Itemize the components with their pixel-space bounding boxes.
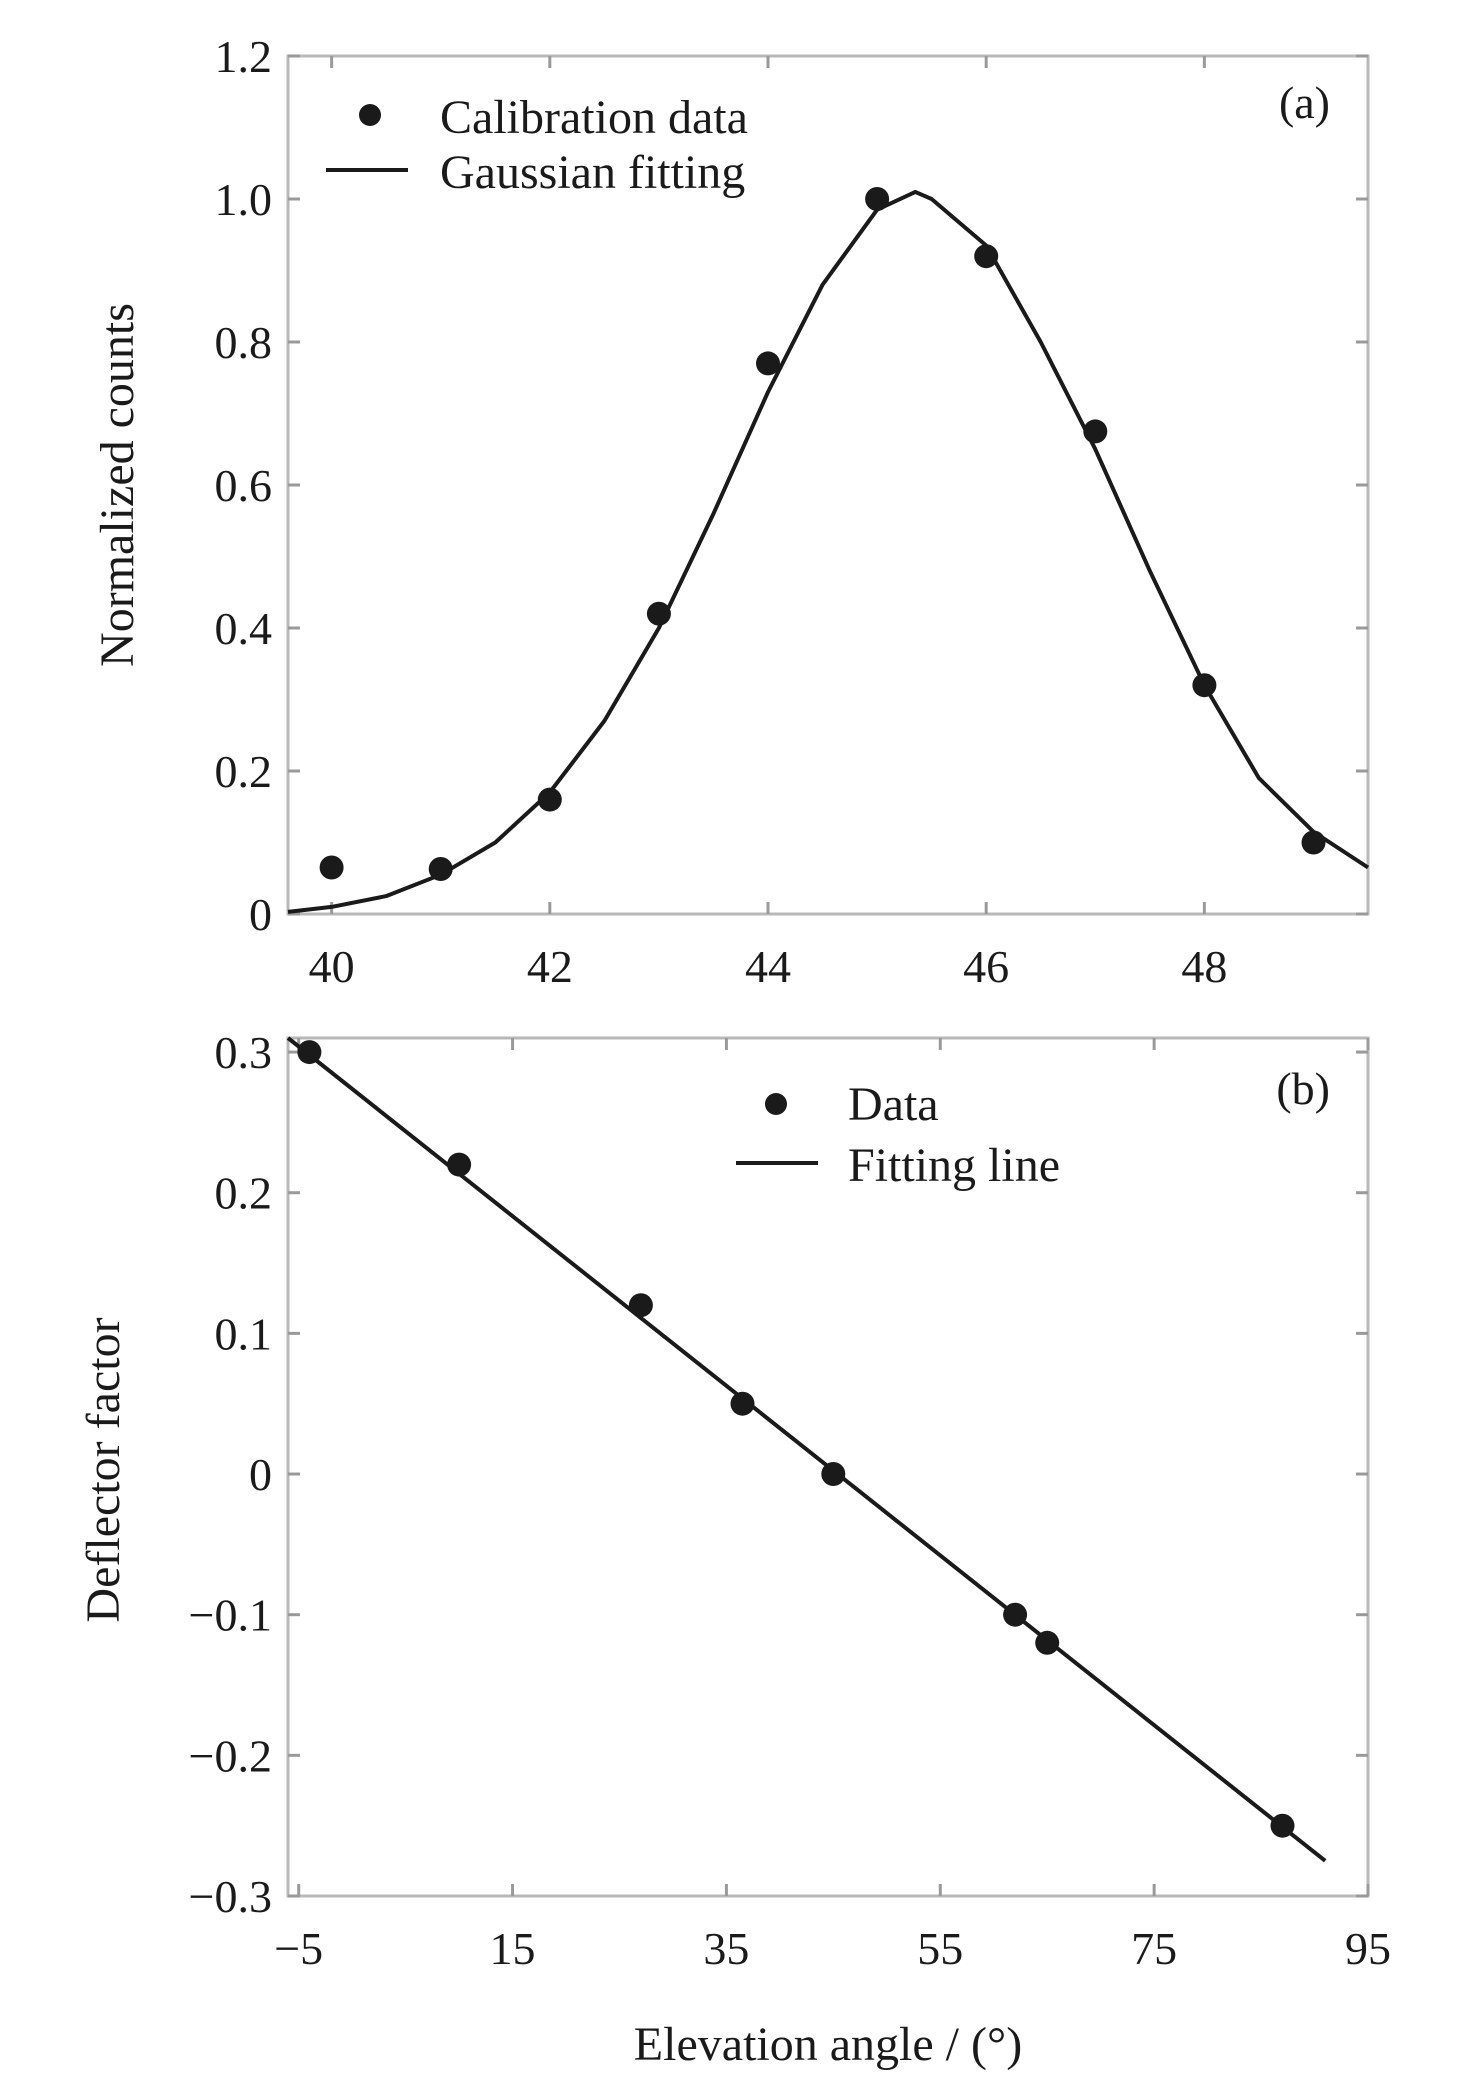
panel-a-data-point <box>537 787 562 812</box>
panel-b-y-tick-label: 0.1 <box>215 1308 273 1359</box>
panel-a-y-tick-label: 0.2 <box>215 746 273 797</box>
panel-a-y-tick-label: 1.2 <box>215 31 273 82</box>
panel-b-y-tick-label: 0.3 <box>215 1027 273 1078</box>
panel-b-data-point <box>297 1040 322 1065</box>
panel-b-label: (b) <box>1276 1063 1330 1114</box>
panel-a-legend-label-gaussian: Gaussian fitting <box>440 146 745 199</box>
panel-b-y-axis-title: Deflector factor <box>77 1317 130 1622</box>
panel-b-y-tick-label: −0.3 <box>189 1871 272 1922</box>
panel-a-data-point <box>1192 673 1217 698</box>
panel-a-y-tick-label: 0.8 <box>215 317 273 368</box>
panel-a-data-point <box>756 351 780 376</box>
panel-a-x-tick-label: 42 <box>527 941 573 992</box>
panel-a-data-point <box>428 857 453 881</box>
panel-b-data-point <box>447 1152 472 1177</box>
panel-b-y-tick-label: −0.2 <box>189 1730 272 1781</box>
panel-b-data-point <box>1035 1630 1060 1655</box>
panel-a-y-tick-label: 1.0 <box>215 174 273 225</box>
panel-b-data-point <box>1003 1602 1028 1627</box>
panel-a-data-point <box>1301 830 1326 855</box>
panel-a-data-point <box>974 244 999 269</box>
panel-a-ticks <box>288 54 1368 916</box>
panel-a-data-point <box>865 187 890 211</box>
panel-b-data-point <box>628 1293 653 1318</box>
panel-a-legend-marker-calibration <box>359 104 381 126</box>
panel-a-fit-line <box>287 189 1370 914</box>
panel-b-legend: Data Fitting line <box>736 1078 1060 1192</box>
panel-b-y-tick-label: 0 <box>249 1449 272 1500</box>
panel-a-series <box>287 187 1370 914</box>
panel-b-x-tick-label: −5 <box>274 1923 323 1974</box>
panel-b-data-point <box>821 1462 846 1486</box>
panel-b-tick-labels: −5 15 35 55 75 95 0.3 0.2 0.1 0 −0.1 −0.2 −0.3 <box>189 1027 1391 1974</box>
panel-a-chart: 40 42 44 46 48 0 0.2 0.4 0.6 0.8 1.0 1.2 Normalized… <box>91 31 1370 992</box>
panel-a-x-tick-label: 44 <box>745 941 791 992</box>
panel-b-y-tick-label: 0.2 <box>215 1168 273 1219</box>
panel-b-x-tick-label: 75 <box>1131 1923 1177 1974</box>
panel-a-x-tick-label: 48 <box>1181 941 1227 992</box>
panel-a-data-point <box>646 601 671 626</box>
panel-b-x-tick-label: 95 <box>1345 1923 1391 1974</box>
panel-a-label: (a) <box>1279 77 1330 128</box>
panel-a-legend: Calibration data Gaussian fitting <box>326 91 748 199</box>
panel-b-x-tick-label: 55 <box>917 1923 963 1974</box>
panel-b-y-tick-label: −0.1 <box>189 1590 272 1641</box>
panel-b-data-point <box>1270 1813 1295 1838</box>
panel-b-x-axis-title: Elevation angle / (°) <box>634 2018 1022 2071</box>
panel-b-legend-marker-data <box>765 1093 787 1115</box>
panel-b-chart: −5 15 35 55 75 95 0.3 0.2 0.1 0 −0.1 −0.2 −0.3 Defle… <box>77 1027 1391 2071</box>
panel-b-legend-label-fitting: Fitting line <box>848 1139 1060 1192</box>
panel-b-x-tick-label: 35 <box>703 1923 749 1974</box>
panel-a-data-point <box>319 855 344 880</box>
panel-a-y-tick-label: 0 <box>249 889 272 940</box>
panel-a-legend-label-calibration: Calibration data <box>440 91 748 144</box>
panel-a-y-tick-label: 0.4 <box>215 603 273 654</box>
panel-b-plot-frame <box>286 1036 1370 1898</box>
panel-b-x-tick-label: 15 <box>490 1923 536 1974</box>
panel-b-legend-label-data: Data <box>848 1078 939 1131</box>
panel-a-tick-labels: 40 42 44 46 48 0 0.2 0.4 0.6 0.8 1.0 1.2 <box>215 31 1228 992</box>
panel-a-x-tick-label: 40 <box>309 941 355 992</box>
panel-a-y-tick-label: 0.6 <box>215 460 273 511</box>
panel-a-data-point <box>1083 419 1108 444</box>
panel-b-data-point <box>730 1391 755 1416</box>
panel-a-x-tick-label: 46 <box>963 941 1009 992</box>
panel-a-y-axis-title: Normalized counts <box>91 303 144 667</box>
panel-b-series <box>286 1036 1327 1863</box>
